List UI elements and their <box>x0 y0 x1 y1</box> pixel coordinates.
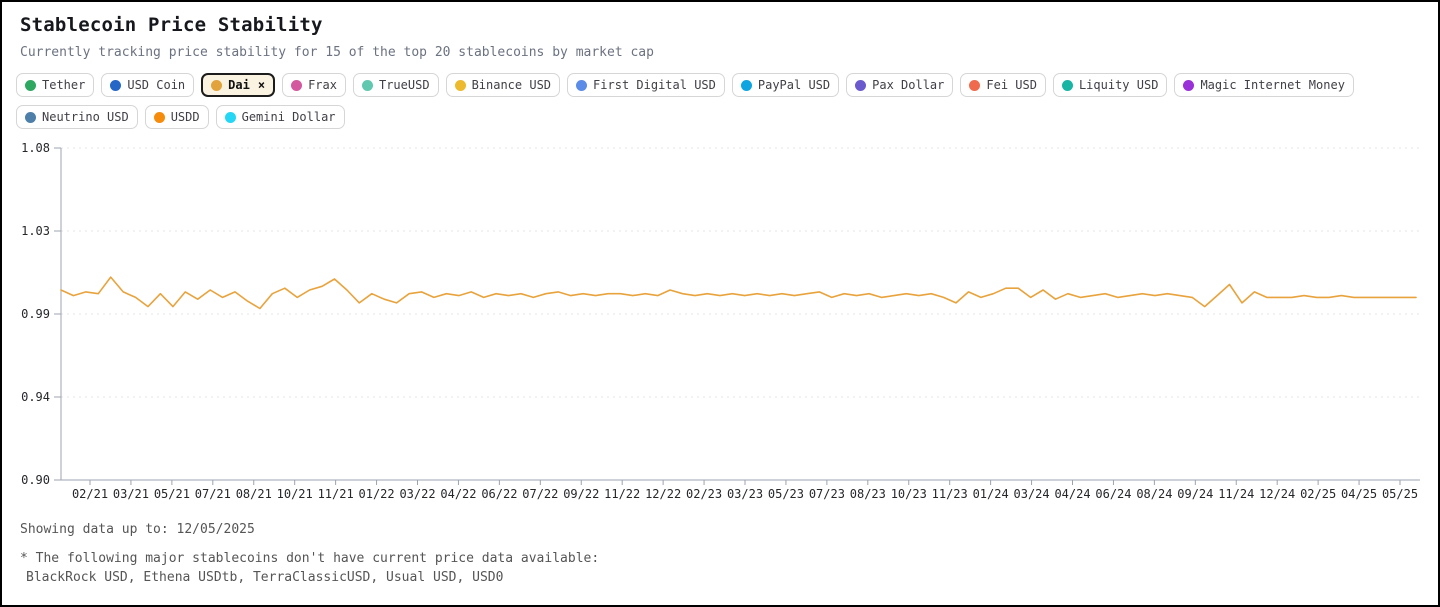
coin-color-dot <box>969 79 981 91</box>
x-axis-tick-label: 03/24 <box>1014 487 1050 501</box>
x-axis-tick-label: 06/22 <box>481 487 517 501</box>
coin-color-dot <box>740 79 752 91</box>
x-axis-tick-label: 04/22 <box>440 487 476 501</box>
coin-color-dot <box>361 79 373 91</box>
filter-chip-liquity-usd[interactable]: Liquity USD <box>1052 73 1168 97</box>
x-axis-tick-label: 05/25 <box>1382 487 1418 501</box>
x-axis-tick-label: 08/21 <box>236 487 272 501</box>
close-icon[interactable]: × <box>257 78 266 92</box>
coin-color-dot <box>211 79 223 91</box>
chip-label: Pax Dollar <box>872 78 945 92</box>
x-axis-tick-label: 11/22 <box>604 487 640 501</box>
chip-label: PayPal USD <box>757 78 831 92</box>
x-axis-tick-label: 11/24 <box>1218 487 1254 501</box>
filter-chip-pax-dollar[interactable]: Pax Dollar <box>846 73 954 97</box>
coin-color-dot <box>1183 79 1195 91</box>
y-axis-tick-label: 0.99 <box>21 307 50 321</box>
chip-label: Binance USD <box>471 78 552 92</box>
x-axis-tick-label: 07/22 <box>522 487 558 501</box>
missing-coins-list: BlackRock USD, Ethena USDtb, TerraClassi… <box>26 570 504 585</box>
x-axis-tick-label: 03/23 <box>727 487 763 501</box>
x-axis-tick-label: 06/24 <box>1095 487 1131 501</box>
coin-color-dot <box>110 79 122 91</box>
x-axis-tick-label: 03/21 <box>113 487 149 501</box>
showing-data-note: Showing data up to: 12/05/2025 <box>20 522 255 537</box>
x-axis-tick-label: 09/24 <box>1177 487 1213 501</box>
filter-chip-paypal-usd[interactable]: PayPal USD <box>731 73 840 97</box>
coin-color-dot <box>1061 79 1073 91</box>
y-axis-tick-label: 1.03 <box>21 224 50 238</box>
chip-label: USDD <box>170 110 200 124</box>
chip-label: USD Coin <box>127 78 186 92</box>
chip-label: Magic Internet Money <box>1200 78 1345 92</box>
y-axis-tick-label: 0.94 <box>21 390 50 404</box>
x-axis-tick-label: 09/22 <box>563 487 599 501</box>
y-axis-tick-label: 1.08 <box>21 141 50 155</box>
filter-chip-first-digital-usd[interactable]: First Digital USD <box>567 73 725 97</box>
filter-chip-usd-coin[interactable]: USD Coin <box>101 73 195 97</box>
chip-label: Frax <box>308 78 337 92</box>
filter-chip-trueusd[interactable]: TrueUSD <box>352 73 439 97</box>
x-axis-tick-label: 03/22 <box>399 487 435 501</box>
footer: Showing data up to: 12/05/2025 * The fol… <box>2 522 1438 585</box>
price-stability-chart[interactable]: 1.08 1.03 0.99 0.94 0.90 02/21 03/21 05/21 07/21… <box>18 139 1426 504</box>
filter-chip-frax[interactable]: Frax <box>282 73 346 97</box>
filter-chips: Tether USD Coin Dai × Frax TrueUSD Binance USD… <box>2 73 1438 129</box>
x-axis-tick-label: 12/24 <box>1259 487 1295 501</box>
filter-chip-tether[interactable]: Tether <box>16 73 95 97</box>
chip-label: Gemini Dollar <box>241 110 336 124</box>
x-axis-tick-label: 04/25 <box>1341 487 1377 501</box>
chip-label: Liquity USD <box>1078 78 1159 92</box>
chip-label: Neutrino USD <box>42 110 129 124</box>
dai-price-line <box>60 276 1417 310</box>
x-axis-tick-label: 07/21 <box>195 487 231 501</box>
x-axis-tick-label: 02/23 <box>686 487 722 501</box>
x-axis-tick-label: 10/23 <box>891 487 927 501</box>
x-axis-tick-label: 08/23 <box>850 487 886 501</box>
missing-data-note: * The following major stablecoins don't … <box>20 551 600 566</box>
chart-container: 1.08 1.03 0.99 0.94 0.90 02/21 03/21 05/21 07/21… <box>18 139 1422 508</box>
page-subtitle: Currently tracking price stability for 1… <box>20 45 654 60</box>
filter-chip-neutrino-usd[interactable]: Neutrino USD <box>16 105 138 129</box>
x-axis-tick-label: 12/22 <box>645 487 681 501</box>
filter-chip-magic-internet-money[interactable]: Magic Internet Money <box>1174 73 1354 97</box>
page-title: Stablecoin Price Stability <box>20 14 323 36</box>
x-axis-tick-label: 01/24 <box>973 487 1009 501</box>
chip-label: Dai <box>228 78 250 92</box>
coin-color-dot <box>25 79 36 91</box>
x-axis-tick-label: 11/21 <box>318 487 354 501</box>
chip-label: Fei USD <box>986 78 1037 92</box>
chip-label: TrueUSD <box>378 78 430 92</box>
y-axis-tick-label: 0.90 <box>21 473 50 487</box>
coin-color-dot <box>25 111 36 123</box>
coin-color-dot <box>576 79 588 91</box>
coin-color-dot <box>291 79 303 91</box>
x-axis-tick-label: 02/21 <box>72 487 108 501</box>
x-axis-tick-label: 01/22 <box>359 487 395 501</box>
filter-chip-dai[interactable]: Dai × <box>201 73 276 97</box>
filter-chip-fei-usd[interactable]: Fei USD <box>960 73 1046 97</box>
chip-label: Tether <box>42 78 86 92</box>
x-axis-tick-label: 05/23 <box>768 487 804 501</box>
x-axis-tick-label: 10/21 <box>277 487 313 501</box>
x-axis-tick-label: 04/24 <box>1054 487 1090 501</box>
x-axis-tick-label: 08/24 <box>1136 487 1172 501</box>
coin-color-dot <box>153 111 165 123</box>
coin-color-dot <box>855 79 867 91</box>
coin-color-dot <box>454 79 466 91</box>
coin-color-dot <box>224 111 236 123</box>
filter-chip-binance-usd[interactable]: Binance USD <box>445 73 561 97</box>
x-axis-tick-label: 02/25 <box>1300 487 1336 501</box>
x-axis-tick-label: 07/23 <box>809 487 845 501</box>
filter-chip-usdd[interactable]: USDD <box>144 105 209 129</box>
filter-chip-gemini-dollar[interactable]: Gemini Dollar <box>215 105 345 129</box>
header: Stablecoin Price Stability Currently tra… <box>2 14 1438 60</box>
x-axis-tick-label: 11/23 <box>932 487 968 501</box>
x-axis-tick-label: 05/21 <box>154 487 190 501</box>
chip-label: First Digital USD <box>593 78 716 92</box>
